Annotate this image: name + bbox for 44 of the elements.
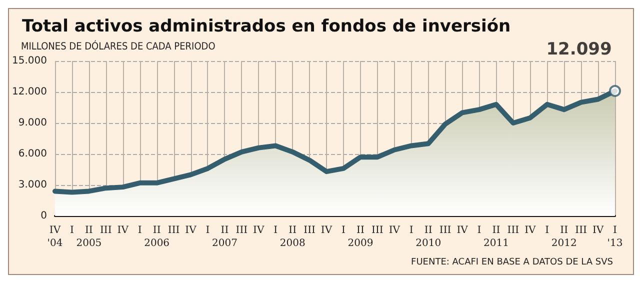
y-tick-label: 6.000 — [18, 148, 47, 160]
x-tick-label: I — [409, 225, 414, 236]
x-tick-label: IV — [185, 225, 198, 236]
x-tick-label: I — [70, 225, 74, 236]
x-tick-label: IV — [592, 225, 604, 236]
x-tick-label: II 2012 — [551, 225, 577, 249]
x-tick-label: IV — [117, 225, 130, 236]
y-tick-label: 3.000 — [18, 180, 47, 190]
x-tick-label: III — [439, 225, 452, 236]
x-tick-label: IV — [388, 225, 401, 236]
x-tick-label: II 2008 — [280, 225, 306, 249]
x-tick-label: III — [304, 225, 316, 236]
source-note: FUENTE: ACAFI EN BASE A DATOS DE LA SVS — [411, 258, 614, 268]
y-tick-label: 12.000 — [12, 86, 47, 98]
x-tick-label: I — [138, 225, 142, 236]
chart-title: Total activos administrados en fondos de inversión — [22, 16, 511, 36]
x-tick-label: I '13 — [607, 225, 623, 249]
x-tick-label: II 2005 — [76, 225, 102, 249]
x-tick-label: III — [507, 225, 520, 236]
x-tick-label: II 2006 — [144, 225, 170, 249]
x-tick-label: IV — [456, 225, 469, 236]
x-tick-label: III — [371, 225, 384, 236]
x-tick-label: I — [274, 225, 278, 236]
x-tick-label: II 2010 — [416, 225, 442, 249]
y-tick-label: 15.000 — [12, 56, 47, 66]
y-axis-title: MILLONES DE DÓLARES DE CADA PERIODO — [21, 40, 216, 52]
x-tick-label: IV '04 — [47, 225, 63, 249]
x-tick-label: III — [100, 225, 112, 236]
y-tick-label: 9.000 — [18, 118, 47, 128]
x-tick-label: IV — [253, 225, 265, 236]
x-tick-label: II 2007 — [212, 225, 238, 249]
x-tick-label: II 2011 — [483, 225, 509, 249]
x-tick-label: III — [168, 225, 180, 236]
x-tick-label: II 2009 — [348, 225, 374, 249]
x-tick-label: III — [575, 225, 588, 236]
y-tick-label: 0 — [40, 210, 47, 222]
x-tick-label: IV — [320, 225, 333, 236]
x-tick-label: I — [206, 225, 210, 236]
x-tick-label: III — [236, 225, 248, 236]
x-tick-label: I — [342, 225, 346, 236]
x-tick-label: I — [477, 225, 482, 236]
annotation: 12.099 — [546, 39, 612, 60]
x-tick-label: IV — [524, 225, 537, 236]
x-tick-label: I — [545, 225, 550, 236]
